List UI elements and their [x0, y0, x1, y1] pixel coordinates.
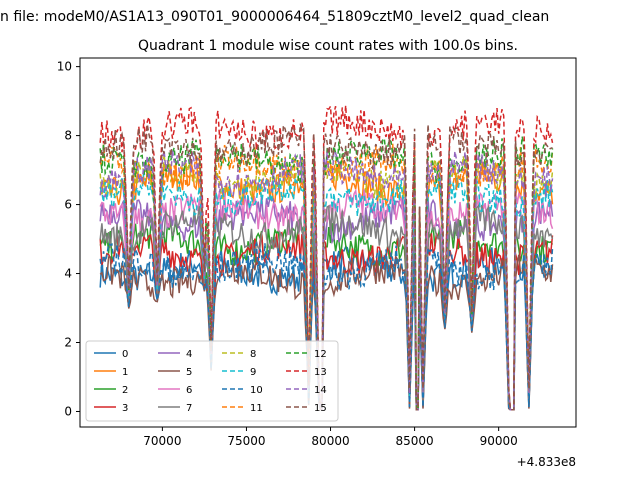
legend-label: 9	[250, 367, 256, 378]
series-line-11	[99, 143, 554, 411]
series-line-14	[99, 148, 554, 411]
legend-box	[85, 340, 339, 422]
series-line-5	[99, 254, 554, 411]
legend-label: 14	[314, 385, 327, 396]
legend-label: 10	[250, 385, 263, 396]
legend-label: 7	[186, 403, 192, 414]
x-tick-label: 90000	[480, 434, 518, 448]
legend-label: 15	[314, 403, 327, 414]
legend-label: 2	[122, 385, 128, 396]
series-lines	[99, 103, 554, 411]
series-line-7	[99, 204, 554, 411]
x-offset-label: +4.833e8	[517, 455, 576, 469]
y-tick-label: 4	[64, 267, 72, 281]
x-tick-label: 85000	[395, 434, 433, 448]
x-tick-label: 70000	[143, 434, 181, 448]
legend-label: 1	[122, 367, 128, 378]
x-tick-label: 80000	[311, 434, 349, 448]
y-tick-label: 10	[57, 60, 72, 74]
figure-suptitle: n file: modeM0/AS1A13_090T01_9000006464_…	[0, 9, 550, 25]
legend-label: 11	[250, 403, 263, 414]
axes-frame	[79, 57, 577, 428]
series-line-3	[99, 231, 554, 411]
chart-title: Quadrant 1 module wise count rates with …	[138, 38, 518, 54]
y-tick-label: 2	[64, 336, 72, 350]
legend-label: 12	[314, 349, 327, 360]
legend-label: 4	[186, 349, 192, 360]
legend-label: 8	[250, 349, 256, 360]
series-line-9	[99, 170, 554, 411]
legend-label: 5	[186, 367, 192, 378]
series-line-10	[99, 241, 554, 411]
x-tick-label: 75000	[227, 434, 265, 448]
legend-label: 13	[314, 367, 327, 378]
series-line-13	[99, 103, 554, 411]
y-tick-label: 6	[64, 198, 72, 212]
y-tick-label: 8	[64, 129, 72, 143]
legend-label: 6	[186, 385, 192, 396]
y-tick-label: 0	[64, 404, 72, 418]
legend-label: 3	[122, 403, 128, 414]
series-line-15	[99, 122, 553, 411]
legend-label: 0	[122, 349, 128, 360]
